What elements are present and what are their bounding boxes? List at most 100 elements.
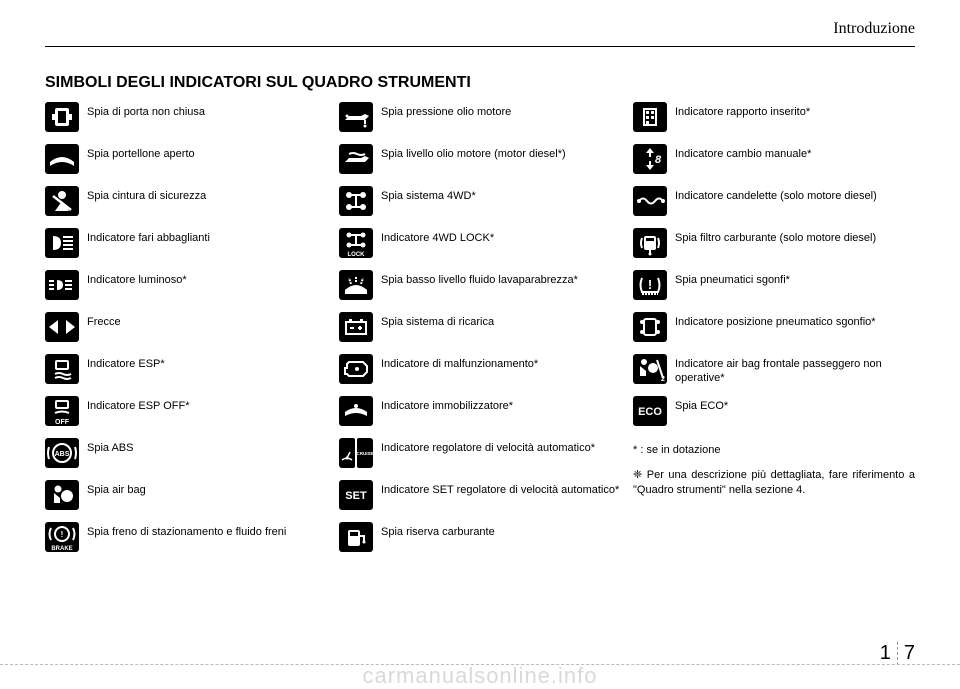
indicator-label: Indicatore air bag frontale passeggero n… <box>667 354 915 386</box>
indicator-item: !BRAKESpia freno di stazionamento e flui… <box>45 522 327 556</box>
page-number-value: 7 <box>898 642 915 665</box>
indicator-item: Indicatore immobilizzatore* <box>339 396 621 430</box>
indicator-label: Spia ABS <box>79 438 133 455</box>
eco-icon: ECO <box>633 396 667 426</box>
seatbelt-icon <box>45 186 79 216</box>
light-indicator-icon <box>45 270 79 300</box>
svg-text:!: ! <box>648 277 652 292</box>
svg-text:OFF: OFF <box>55 419 70 426</box>
watermark: carmanualsonline.info <box>362 663 597 689</box>
set-icon: SET <box>339 480 373 510</box>
battery-icon <box>339 312 373 342</box>
manual-shift-icon: 8 <box>633 144 667 174</box>
indicator-label: Indicatore luminoso* <box>79 270 187 287</box>
indicator-item: Spia air bag <box>45 480 327 514</box>
immobilizer-icon <box>339 396 373 426</box>
section-title: Introduzione <box>833 20 915 38</box>
indicator-label: Spia freno di stazionamento e fluido fre… <box>79 522 286 539</box>
fuel-icon <box>339 522 373 552</box>
cruise-icon: CRUISE <box>339 438 373 468</box>
4wd-icon <box>339 186 373 216</box>
indicator-label: Spia air bag <box>79 480 146 497</box>
glow-plug-icon <box>633 186 667 216</box>
indicator-item: Indicatore posizione pneumatico sgonfio* <box>633 312 915 346</box>
indicator-label: Spia pressione olio motore <box>373 102 511 119</box>
esp-off-icon: OFF <box>45 396 79 426</box>
svg-text:2: 2 <box>661 376 665 383</box>
indicator-label: Indicatore rapporto inserito* <box>667 102 810 119</box>
indicator-item: SET Indicatore SET regolatore di velocità… <box>339 480 621 514</box>
airbag-icon <box>45 480 79 510</box>
indicator-label: Frecce <box>79 312 121 329</box>
indicator-item: Indicatore candelette (solo motore diese… <box>633 186 915 220</box>
indicator-item: Indicatore luminoso* <box>45 270 327 304</box>
indicator-label: Indicatore regolatore di velocità automa… <box>373 438 595 455</box>
door-ajar-icon <box>45 102 79 132</box>
indicator-label: Indicatore immobilizzatore* <box>373 396 513 413</box>
indicator-item: 8 Indicatore cambio manuale* <box>633 144 915 178</box>
indicator-item: Spia livello olio motore (motor diesel*) <box>339 144 621 178</box>
high-beam-icon <box>45 228 79 258</box>
indicator-item: Spia filtro carburante (solo motore dies… <box>633 228 915 262</box>
indicator-label: Indicatore di malfunzionamento* <box>373 354 538 371</box>
indicator-item: Spia basso livello fluido lavaparabrezza… <box>339 270 621 304</box>
indicator-label: Spia basso livello fluido lavaparabrezza… <box>373 270 578 287</box>
indicator-label: Spia livello olio motore (motor diesel*) <box>373 144 566 161</box>
indicator-item: Spia pressione olio motore <box>339 102 621 136</box>
page-number: 1 7 <box>880 642 915 665</box>
svg-text:8: 8 <box>655 154 662 166</box>
indicator-label: Spia sistema di ricarica <box>373 312 494 329</box>
tailgate-icon <box>45 144 79 174</box>
column-2: Spia pressione olio motore Spia livello o… <box>339 102 621 564</box>
oil-pressure-icon <box>339 102 373 132</box>
indicator-item: ECOSpia ECO* <box>633 396 915 430</box>
abs-icon: ABS <box>45 438 79 468</box>
oil-level-icon <box>339 144 373 174</box>
indicator-item: Spia di porta non chiusa <box>45 102 327 136</box>
indicator-label: Spia portellone aperto <box>79 144 195 161</box>
tpms-icon: ! <box>633 270 667 300</box>
indicator-item: Spia sistema di ricarica <box>339 312 621 346</box>
chapter-number: 1 <box>880 642 898 665</box>
indicator-item: Spia sistema 4WD* <box>339 186 621 220</box>
indicator-label: Indicatore 4WD LOCK* <box>373 228 494 245</box>
indicator-label: Spia di porta non chiusa <box>79 102 205 119</box>
indicator-label: Indicatore SET regolatore di velocità au… <box>373 480 619 497</box>
indicator-label: Indicatore cambio manuale* <box>667 144 811 161</box>
indicator-item: Spia riserva carburante <box>339 522 621 556</box>
indicator-item: Spia cintura di sicurezza <box>45 186 327 220</box>
washer-fluid-icon <box>339 270 373 300</box>
indicator-item: !Spia pneumatici sgonfi* <box>633 270 915 304</box>
esp-icon <box>45 354 79 384</box>
indicator-item: Indicatore rapporto inserito* <box>633 102 915 136</box>
brake-icon: !BRAKE <box>45 522 79 552</box>
indicator-item: Indicatore fari abbaglianti <box>45 228 327 262</box>
indicator-item: CRUISEIndicatore regolatore di velocità … <box>339 438 621 472</box>
note: ❈ Per una descrizione più dettagliata, f… <box>633 468 915 499</box>
indicator-label: Indicatore posizione pneumatico sgonfio* <box>667 312 876 329</box>
fuel-filter-icon <box>633 228 667 258</box>
gear-indicator-icon <box>633 102 667 132</box>
column-3: Indicatore rapporto inserito* 8 Indicatore… <box>633 102 915 564</box>
indicator-label: Spia ECO* <box>667 396 728 413</box>
svg-text:SET: SET <box>345 490 367 502</box>
tpms-position-icon <box>633 312 667 342</box>
indicator-label: Indicatore candelette (solo motore diese… <box>667 186 877 203</box>
indicator-columns: Spia di porta non chiusa Spia portellone … <box>45 102 915 564</box>
indicator-item: Frecce <box>45 312 327 346</box>
passenger-airbag-off-icon: 2 <box>633 354 667 384</box>
indicator-item: Spia portellone aperto <box>45 144 327 178</box>
4wd-lock-icon: LOCK <box>339 228 373 258</box>
indicator-label: Indicatore ESP* <box>79 354 165 371</box>
indicator-label: Indicatore ESP OFF* <box>79 396 190 413</box>
malfunction-icon <box>339 354 373 384</box>
turn-signals-icon <box>45 312 79 342</box>
indicator-label: Spia riserva carburante <box>373 522 495 539</box>
indicator-label: Spia filtro carburante (solo motore dies… <box>667 228 876 245</box>
indicator-item: OFF Indicatore ESP OFF* <box>45 396 327 430</box>
indicator-item: Indicatore ESP* <box>45 354 327 388</box>
indicator-item: LOCK Indicatore 4WD LOCK* <box>339 228 621 262</box>
svg-text:LOCK: LOCK <box>348 252 366 258</box>
indicator-label: Spia cintura di sicurezza <box>79 186 206 203</box>
indicator-label: Spia sistema 4WD* <box>373 186 476 203</box>
